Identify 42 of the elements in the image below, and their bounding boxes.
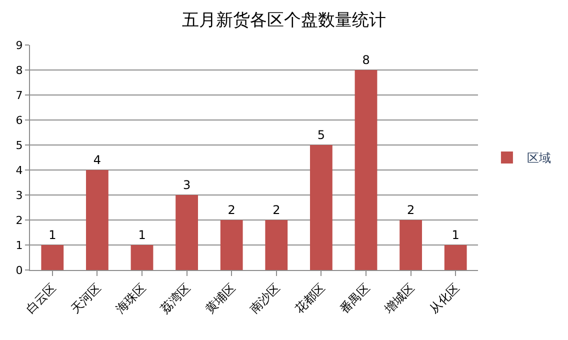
- bar: [41, 245, 64, 270]
- x-tick-label: 荔湾区: [158, 280, 194, 316]
- data-label: 5: [317, 128, 326, 142]
- bar: [400, 220, 422, 270]
- bar: [130, 245, 154, 270]
- y-tick-label: 5: [16, 138, 23, 152]
- data-label: 1: [48, 228, 56, 242]
- data-label: 2: [406, 203, 415, 217]
- legend-label: 区域: [526, 151, 551, 166]
- y-tick-label: 6: [16, 114, 23, 127]
- y-tick-label: 1: [16, 238, 23, 252]
- x-tick-label: 黄埔区: [202, 280, 238, 316]
- bar: [220, 220, 243, 270]
- data-label: 1: [452, 228, 460, 242]
- y-tick-label: 3: [16, 188, 23, 202]
- bar: [176, 195, 198, 270]
- x-tick-label: 南沙区: [247, 280, 283, 316]
- bar: [86, 170, 108, 270]
- bar: [354, 70, 378, 270]
- x-tick-label: 白云区: [23, 280, 59, 316]
- data-label: 3: [182, 178, 191, 192]
- x-tick-label: 海珠区: [113, 280, 148, 316]
- x-tick-label: 从化区: [426, 280, 462, 316]
- data-label: 2: [272, 203, 280, 217]
- x-tick-label: 增城区: [381, 280, 418, 317]
- y-tick-label: 9: [16, 38, 23, 52]
- bar: [444, 245, 467, 270]
- y-tick-label: 8: [16, 64, 23, 77]
- y-tick-label: 0: [16, 264, 23, 277]
- y-tick-label: 7: [16, 88, 23, 102]
- x-tick-label: 番禺区: [337, 280, 372, 316]
- data-label: 8: [362, 53, 370, 67]
- y-tick-label: 2: [16, 214, 23, 227]
- x-tick-label: 天河区: [68, 280, 104, 316]
- x-tick-label: 花都区: [292, 280, 328, 316]
- data-label: 4: [93, 153, 102, 167]
- bar: [310, 145, 332, 270]
- bar: [265, 220, 288, 270]
- data-label: 1: [138, 228, 146, 242]
- y-tick-label: 4: [16, 164, 23, 177]
- chart-title: 五月新货各区个盘数量统计: [182, 10, 386, 30]
- data-label: 2: [228, 203, 236, 217]
